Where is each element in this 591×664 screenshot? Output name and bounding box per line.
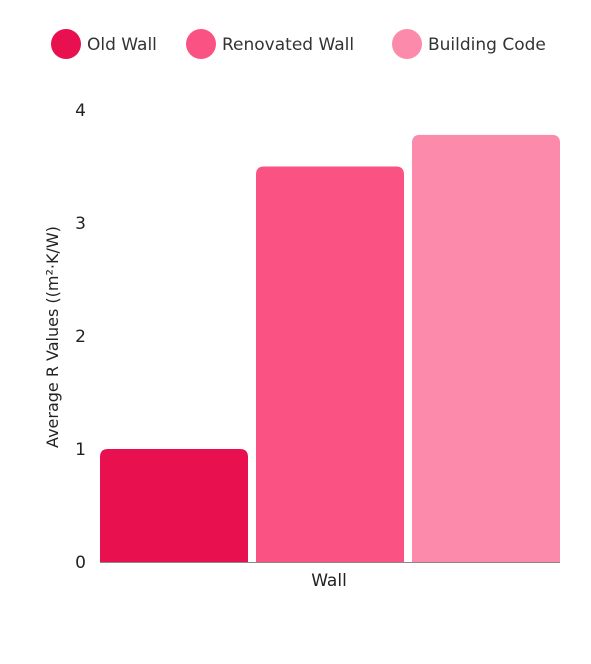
bars	[100, 134, 560, 563]
y-tick-label-2: 2	[75, 327, 86, 347]
y-axis-label: Average R Values ((m²·K/W)	[43, 226, 62, 448]
x-axis-ticks: Wall	[311, 571, 347, 591]
y-tick-label-0: 0	[75, 553, 86, 573]
y-tick-label-3: 3	[75, 214, 86, 234]
y-tick-label-1: 1	[75, 440, 86, 460]
legend-label-renovated-wall: Renovated Wall	[222, 35, 354, 55]
y-axis-ticks: 0 1 2 3 4	[75, 101, 86, 573]
legend-item-old-wall[interactable]: Old Wall	[51, 29, 157, 59]
bar-old-wall[interactable]	[100, 449, 248, 562]
x-tick-label-wall: Wall	[311, 571, 347, 591]
legend-label-old-wall: Old Wall	[87, 35, 157, 55]
legend-item-building-code[interactable]: Building Code	[392, 29, 546, 59]
legend-swatch-renovated-wall	[186, 29, 216, 59]
bar-renovated-wall[interactable]	[256, 166, 404, 563]
legend-swatch-building-code	[392, 29, 422, 59]
bar-building-code[interactable]	[412, 134, 560, 563]
legend-item-renovated-wall[interactable]: Renovated Wall	[186, 29, 354, 59]
legend: Old Wall Renovated Wall Building Code	[51, 29, 546, 59]
y-tick-label-4: 4	[75, 101, 86, 121]
legend-label-building-code: Building Code	[428, 35, 546, 55]
legend-swatch-old-wall	[51, 29, 81, 59]
